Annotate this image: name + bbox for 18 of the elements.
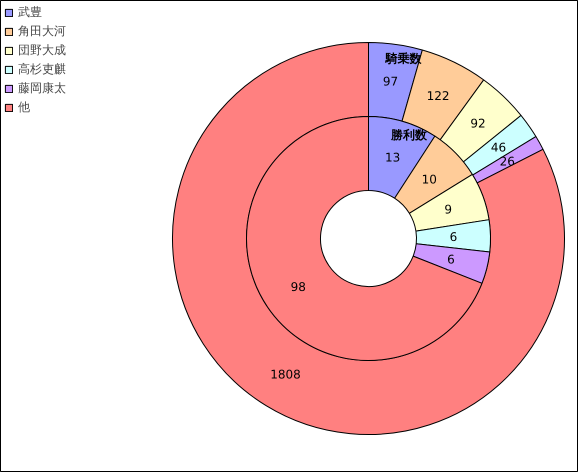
legend-label: 他 (18, 99, 31, 116)
data-label: 122 (426, 89, 450, 104)
data-label: 10 (422, 172, 437, 187)
data-label: 6 (447, 252, 455, 266)
legend-label: 高杉吏麒 (18, 61, 66, 78)
data-label: 97 (382, 74, 398, 89)
legend-label: 団野大成 (18, 42, 66, 59)
slice-label: 勝利数 (390, 128, 428, 142)
data-label: 13 (384, 150, 400, 164)
data-label: 1808 (270, 368, 301, 382)
legend-label: 角田大河 (18, 23, 66, 40)
data-label: 98 (290, 280, 306, 294)
data-label: 92 (470, 116, 486, 131)
data-label: 6 (450, 230, 458, 244)
data-label: 9 (444, 202, 452, 217)
data-label: 46 (490, 140, 506, 155)
legend-label: 武豊 (18, 4, 42, 21)
legend-label: 藤岡康太 (18, 80, 66, 97)
